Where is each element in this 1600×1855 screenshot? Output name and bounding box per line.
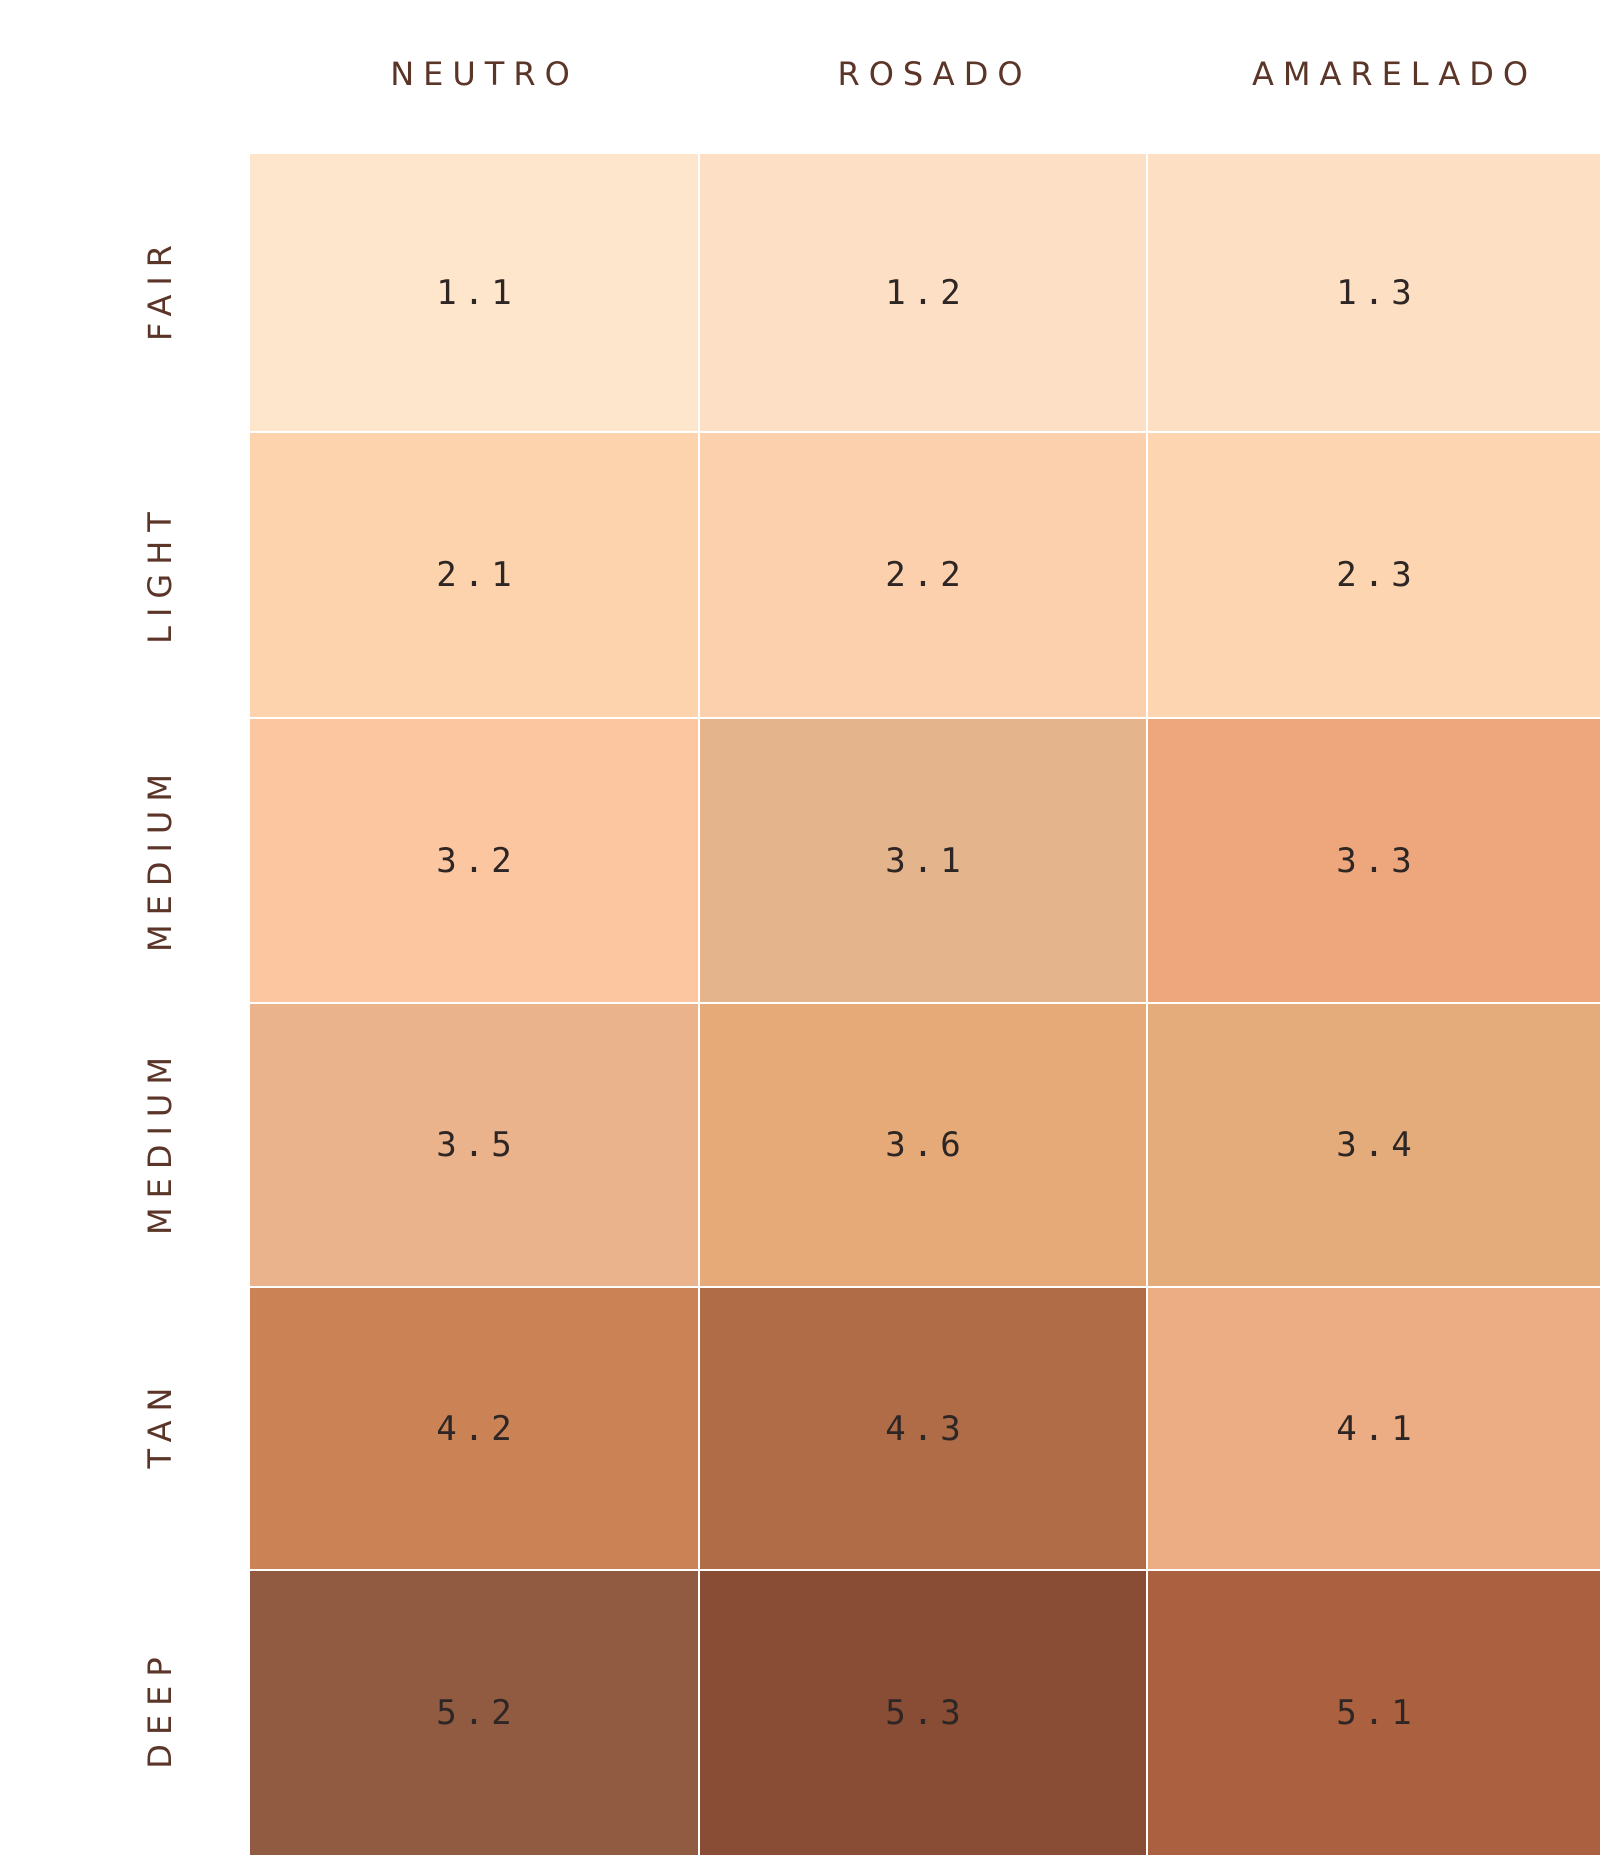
shade-code: 3.1 [885,840,968,881]
swatch-cell: 4.2 [250,1288,698,1569]
swatch-cell: 3.6 [700,1004,1146,1286]
swatch-cell: 4.1 [1148,1288,1600,1569]
row-label-text: MEDIUM [141,765,179,952]
shade-code: 3.2 [436,840,519,881]
column-header-amarelado: AMARELADO [1251,55,1538,93]
swatch-cell: 4.3 [700,1288,1146,1569]
shade-code: 2.2 [885,555,968,595]
swatch-cell: 1.1 [250,154,698,431]
swatch-cell: 5.3 [700,1571,1146,1855]
swatch-cell: 1.2 [700,154,1146,431]
swatch-cell: 1.3 [1148,154,1600,431]
swatch-cell: 2.2 [700,433,1146,717]
shade-code: 5.2 [436,1693,519,1733]
swatch-cell: 3.1 [700,719,1146,1002]
shade-code: 1.1 [436,272,519,313]
column-header-rosado: ROSADO [837,55,1032,93]
row-label-text: DEEP [141,1648,179,1769]
shade-code: 3.6 [885,1125,968,1165]
swatch-cell: 3.4 [1148,1004,1600,1286]
swatch-cell: 5.1 [1148,1571,1600,1855]
shade-code: 3.5 [436,1125,519,1165]
shade-code: 3.3 [1336,840,1419,881]
shade-code: 4.3 [885,1408,968,1449]
swatch-cell: 5.2 [250,1571,698,1855]
swatch-cell: 3.3 [1148,719,1600,1002]
swatch-cell: 2.3 [1148,433,1600,717]
shade-code: 5.3 [885,1693,968,1733]
shade-code: 4.2 [436,1408,519,1449]
swatch-cell: 2.1 [250,433,698,717]
shade-code: 2.1 [436,555,519,595]
shade-code: 1.3 [1336,272,1419,313]
shade-code: 3.4 [1336,1125,1419,1165]
shade-code: 5.1 [1336,1693,1419,1733]
row-label-text: LIGHT [141,503,179,644]
shade-code: 4.1 [1336,1408,1419,1449]
swatch-cell: 3.2 [250,719,698,1002]
row-label-text: MEDIUM [141,1048,179,1235]
shade-code: 2.3 [1336,555,1419,595]
swatch-grid: 1.1 1.2 1.3 2.1 2.2 2.3 3.2 3.1 3.3 3. [250,154,1600,1855]
swatch-cell: 3.5 [250,1004,698,1286]
shade-code: 1.2 [885,272,968,313]
row-label-text: TAN [141,1378,179,1469]
column-header-neutro: NEUTRO [390,55,579,93]
row-label-text: FAIR [141,235,179,342]
